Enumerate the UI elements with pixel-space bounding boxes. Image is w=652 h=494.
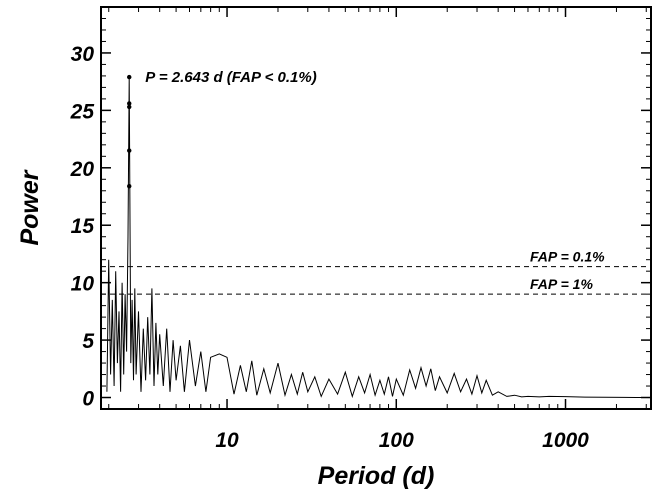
- y-tick-label-6: 30: [71, 43, 95, 66]
- series-layer: [107, 77, 651, 397]
- x-axis-title: Period (d): [318, 462, 435, 490]
- y-tick-label-1: 5: [82, 330, 94, 353]
- x-tick-label-0: 10: [215, 429, 239, 452]
- peak-marker-3: [127, 148, 131, 152]
- fap-lines: FAP = 0.1% FAP = 1%: [101, 249, 651, 295]
- peak-marker-4: [127, 184, 131, 188]
- peak-annotation: P = 2.643 d (FAP < 0.1%): [145, 69, 316, 86]
- plot-frame: [101, 7, 651, 409]
- y-tick-label-5: 25: [70, 100, 95, 123]
- fap-label-0: FAP = 0.1%: [530, 249, 605, 265]
- y-tick-label-2: 10: [71, 273, 95, 296]
- series-line-0: [107, 77, 651, 397]
- y-tick-label-3: 15: [71, 215, 95, 238]
- peak-marker-0: [127, 75, 131, 79]
- plot-area: [101, 7, 651, 409]
- y-tick-label-0: 0: [82, 388, 94, 411]
- fap-label-1: FAP = 1%: [530, 276, 593, 292]
- peak-marker-2: [127, 105, 131, 109]
- x-tick-label-2: 1000: [542, 429, 589, 452]
- y-tick-label-4: 20: [70, 158, 95, 181]
- x-tick-label-1: 100: [379, 429, 414, 452]
- y-axis-title: Power: [16, 169, 44, 245]
